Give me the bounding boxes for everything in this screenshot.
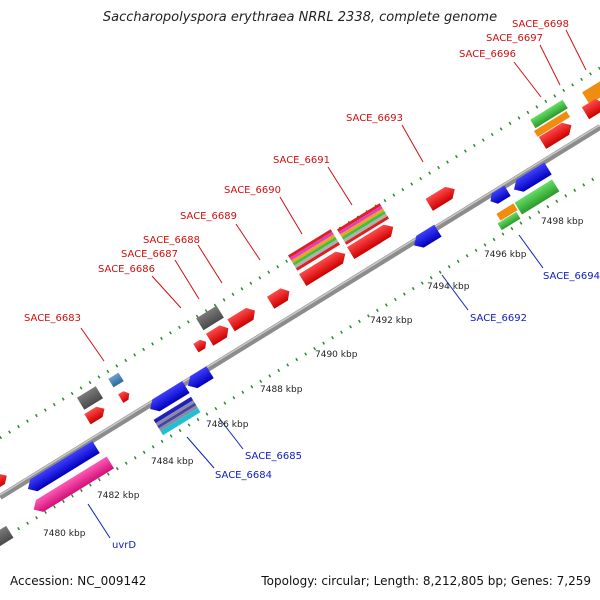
gene-feature <box>0 525 14 547</box>
gene-feature <box>84 406 105 425</box>
gene-label[interactable]: SACE_6688 <box>143 235 200 246</box>
genome-backbone-highlight <box>0 124 600 496</box>
features-bottom <box>0 162 560 547</box>
genome-map: 7480 kbp 7482 kbp 7484 kbp 7486 kbp 7488… <box>0 19 600 551</box>
gene-feature <box>299 251 346 287</box>
gene-feature <box>496 203 518 221</box>
tick-label: 7484 kbp <box>151 457 194 467</box>
gene-label[interactable]: SACE_6689 <box>180 211 237 222</box>
gene-feature <box>530 99 568 129</box>
gene-feature <box>582 79 600 105</box>
gene-label[interactable]: SACE_6686 <box>98 264 155 275</box>
gene-feature <box>425 186 455 211</box>
gene-feature <box>27 441 100 492</box>
gene-feature <box>0 473 7 490</box>
gene-feature <box>150 381 190 412</box>
tick-label: 7488 kbp <box>260 385 303 395</box>
gene-label[interactable]: SACE_6690 <box>224 185 281 196</box>
gene-feature <box>118 391 130 403</box>
gene-label[interactable]: SACE_6691 <box>273 155 330 166</box>
gene-label[interactable]: SACE_6683 <box>24 313 81 324</box>
gene-label[interactable]: SACE_6685 <box>245 451 302 462</box>
tick-labels: 7480 kbp 7482 kbp 7484 kbp 7486 kbp 7488… <box>43 217 584 539</box>
gene-label[interactable]: SACE_6696 <box>459 49 516 60</box>
label-callouts-bottom <box>87 234 544 539</box>
gene-feature <box>497 211 521 231</box>
tick-label: 7496 kbp <box>484 250 527 260</box>
gene-label[interactable]: SACE_6687 <box>121 249 178 260</box>
gene-feature-multi <box>287 229 341 271</box>
gene-feature-multi <box>153 396 201 436</box>
gene-label[interactable]: SACE_6698 <box>512 19 569 30</box>
gene-feature <box>196 305 224 331</box>
gene-feature <box>490 185 511 204</box>
genome-backbone <box>0 124 600 500</box>
gene-feature <box>193 339 207 353</box>
gene-label[interactable]: SACE_6694 <box>543 271 600 282</box>
gene-feature <box>538 122 572 149</box>
gene-feature <box>108 372 124 388</box>
gene-feature <box>266 288 290 309</box>
tick-label: 7494 kbp <box>427 282 470 292</box>
accession-text: Accession: NC_009142 <box>10 574 147 588</box>
label-callouts-top <box>80 29 587 362</box>
gene-label[interactable]: uvrD <box>112 540 136 551</box>
gene-label[interactable]: SACE_6684 <box>215 470 272 481</box>
gene-feature <box>76 386 104 410</box>
map-title: Saccharopolyspora erythraea NRRL 2338, c… <box>102 10 498 25</box>
gene-feature <box>227 307 255 332</box>
gene-label[interactable]: SACE_6693 <box>346 113 403 124</box>
tick-label: 7486 kbp <box>206 420 249 430</box>
gene-feature <box>347 224 394 260</box>
gene-labels-bottom: uvrD SACE_6684 SACE_6685 SACE_6692 SACE_… <box>112 271 600 551</box>
tick-label: 7490 kbp <box>315 350 358 360</box>
gene-label[interactable]: SACE_6692 <box>470 313 527 324</box>
gene-feature <box>187 366 214 389</box>
genome-summary: Topology: circular; Length: 8,212,805 bp… <box>261 574 591 588</box>
gene-feature <box>33 456 114 512</box>
gene-feature <box>533 111 571 137</box>
tick-label: 7480 kbp <box>43 529 86 539</box>
tick-label: 7482 kbp <box>97 491 140 501</box>
tick-label: 7492 kbp <box>370 316 413 326</box>
gene-feature <box>514 179 560 215</box>
gene-feature <box>205 325 229 346</box>
gene-feature <box>581 98 600 120</box>
features-top <box>0 79 600 490</box>
gene-feature <box>414 224 442 248</box>
gene-feature-multi <box>336 203 390 245</box>
gene-label[interactable]: SACE_6697 <box>486 33 543 44</box>
gene-labels-top: SACE_6683 SACE_6686 SACE_6687 SACE_6688 … <box>24 19 569 324</box>
gene-feature <box>513 162 552 192</box>
tick-label: 7498 kbp <box>541 217 584 227</box>
